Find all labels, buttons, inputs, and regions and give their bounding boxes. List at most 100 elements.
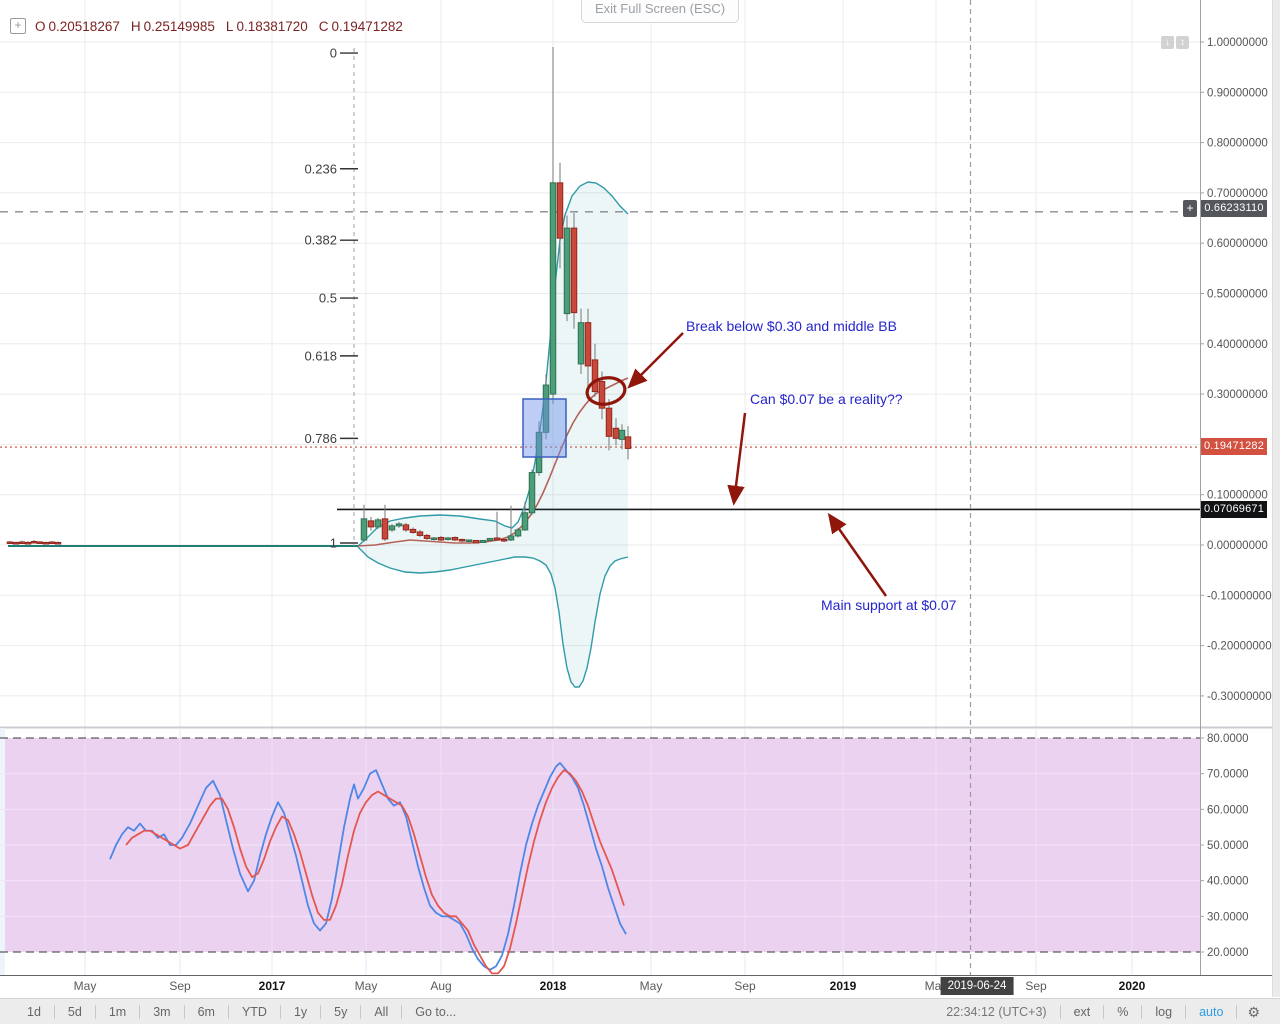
axis-settings-group: 22:34:12 (UTC+3) ext% log auto ⚙ — [933, 999, 1280, 1024]
range-button-3m[interactable]: 3m — [153, 1005, 171, 1019]
candle — [444, 536, 452, 541]
candle — [479, 539, 487, 543]
candle-body — [388, 525, 396, 531]
candle — [507, 505, 515, 541]
toolbar-separator — [279, 1005, 281, 1019]
candle — [591, 343, 599, 397]
level-price-badge: 0.66233110 — [1201, 200, 1267, 217]
toolbar-separator — [183, 1005, 185, 1019]
candle — [563, 215, 571, 322]
close-label: C — [318, 18, 329, 34]
text-annotation[interactable]: Can $0.07 be a reality?? — [750, 391, 903, 407]
candle-body — [451, 536, 459, 541]
candle-body — [618, 429, 626, 440]
range-button-5d[interactable]: 5d — [67, 1005, 82, 1019]
level-lines-layer — [0, 211, 1200, 511]
support-price-badge: 0.07069671 — [1201, 501, 1267, 518]
candle — [486, 537, 494, 542]
candle — [423, 533, 431, 540]
candle — [374, 517, 382, 529]
candle — [381, 504, 389, 541]
candle-body — [486, 537, 494, 541]
price-axis[interactable]: 1.00000000 0.90000000 0.80000000 0.70000000… — [1200, 0, 1272, 975]
time-label-month: May — [73, 979, 97, 993]
plus-box-icon[interactable]: + — [10, 18, 26, 34]
price-tick-label: 0.30000000 — [1207, 389, 1268, 401]
toolbar-button-log[interactable]: log — [1155, 1005, 1173, 1019]
gear-icon[interactable]: ⚙ — [1247, 1003, 1260, 1020]
candle — [416, 529, 424, 537]
candle-body — [507, 535, 515, 541]
add-alert-plus-button[interactable]: + — [1183, 200, 1197, 217]
candle-body — [409, 528, 417, 533]
candle-body — [514, 529, 522, 537]
high-label: H — [130, 18, 141, 34]
range-button-goto[interactable]: Go to... — [415, 1005, 457, 1019]
candle-body — [381, 518, 389, 540]
toolbar-separator — [227, 1005, 229, 1019]
open-value: 0.20518267 — [48, 18, 120, 34]
text-annotation[interactable]: Main support at $0.07 — [821, 597, 957, 613]
toolbar-separator — [1141, 1005, 1143, 1019]
candle-body — [563, 227, 571, 315]
stochastic-pane — [0, 726, 1272, 975]
candle-body — [479, 539, 487, 543]
price-tick-label: 0.70000000 — [1207, 188, 1268, 200]
candle — [458, 538, 466, 542]
time-axis[interactable]: May Sep 2017 May Aug 2018 May Sep 2019 May Sep 2020… — [0, 975, 1272, 998]
range-button-5y[interactable]: 5y — [334, 1005, 348, 1019]
scale-updown-arrow-icon[interactable]: ↕ — [1176, 36, 1189, 49]
price-tick-label: 0.10000000 — [1207, 490, 1268, 502]
range-button-1m[interactable]: 1m — [108, 1005, 127, 1019]
toolbar-separator — [1103, 1005, 1105, 1019]
highlight-rectangle-annotation[interactable] — [522, 398, 567, 458]
range-button-ytd[interactable]: YTD — [241, 1005, 267, 1019]
arrow-annotation[interactable] — [727, 412, 747, 506]
candle-body — [437, 536, 445, 541]
candle — [54, 541, 62, 545]
candles-layer — [6, 47, 632, 545]
price-tick-label: -0.10000000 — [1207, 590, 1272, 602]
bollinger-fill — [358, 182, 628, 687]
candle-body — [360, 518, 368, 541]
candle — [605, 399, 613, 451]
arrow-annotation[interactable] — [827, 512, 888, 597]
circle-annotation[interactable] — [585, 375, 627, 407]
candle — [624, 426, 632, 460]
fib-level-label: 0.786 — [304, 431, 337, 446]
stoch-tick-label: 20.0000 — [1207, 947, 1249, 959]
arrow-annotation[interactable] — [627, 332, 684, 389]
range-button-1d[interactable]: 1d — [27, 1005, 41, 1019]
candle-body — [570, 227, 578, 314]
candle — [528, 469, 536, 515]
candle-body — [24, 541, 32, 545]
price-tick-label: 0.90000000 — [1207, 87, 1268, 99]
chart-canvas[interactable]: 0 0.236 0.382 0.5 0.618 0.786 1 Break below $0.… — [0, 0, 1280, 975]
crosshair-date-badge: 2019-06-24 — [940, 977, 1014, 995]
range-button-all[interactable]: All — [374, 1005, 389, 1019]
toolbar-button-percent[interactable]: % — [1117, 1005, 1129, 1019]
range-button-6m[interactable]: 6m — [197, 1005, 215, 1019]
stochastic-series-k — [109, 762, 627, 971]
scale-down-arrow-icon[interactable]: ↓ — [1161, 36, 1174, 49]
toolbar-button-ext[interactable]: ext — [1073, 1005, 1091, 1019]
stoch-tick-label: 70.0000 — [1207, 769, 1249, 781]
price-tick-label: -0.30000000 — [1207, 691, 1272, 703]
time-label-year: 2020 — [1118, 979, 1146, 993]
candle — [584, 308, 592, 390]
candle-body — [36, 541, 44, 544]
toolbar-separator — [1185, 1005, 1187, 1019]
candle — [500, 538, 508, 542]
range-button-1y[interactable]: 1y — [293, 1005, 308, 1019]
candle — [542, 373, 550, 440]
text-annotation[interactable]: Break below $0.30 and middle BB — [686, 318, 897, 334]
right-scroll-strip — [1272, 0, 1280, 997]
candle-body — [367, 520, 375, 528]
annotations-layer: Break below $0.30 and middle BB Can $0.07… — [522, 318, 957, 613]
stoch-tick-label: 40.0000 — [1207, 876, 1249, 888]
toolbar-separator — [1059, 1005, 1061, 1019]
toolbar-button-auto[interactable]: auto — [1199, 1005, 1224, 1019]
candle-body — [612, 427, 620, 439]
candle — [409, 527, 417, 534]
fib-level-label: 1 — [330, 535, 337, 550]
